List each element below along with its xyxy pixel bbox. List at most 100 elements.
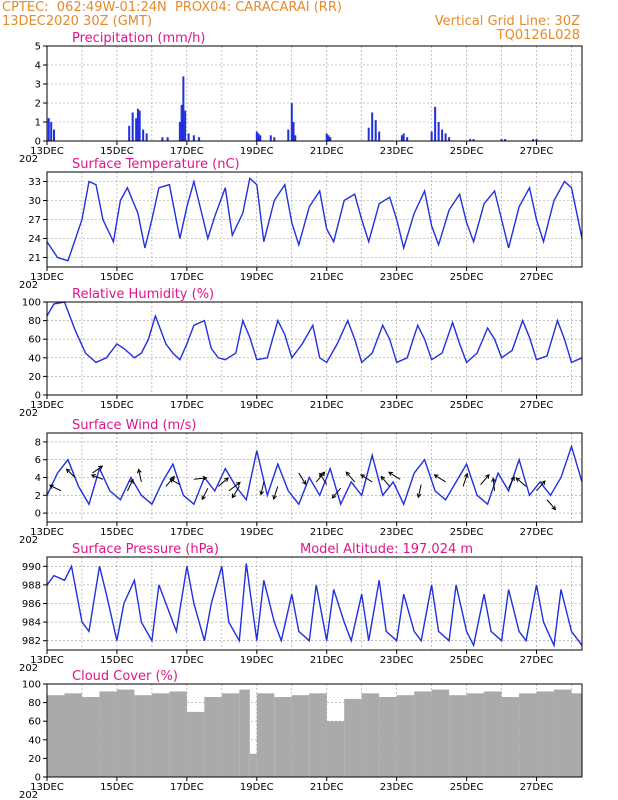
cloud-bar — [501, 697, 520, 777]
wind-arrow-head — [201, 495, 206, 501]
header-line3-right: TQ0126L028 — [496, 28, 580, 43]
header-line2-left: 13DEC2020 30Z (GMT) — [2, 14, 153, 29]
cloud-bar — [81, 697, 100, 777]
y-tick-label: 4 — [35, 61, 41, 72]
wind-arrow-head — [551, 505, 557, 511]
precip-bar — [329, 137, 332, 141]
wind-arrow — [193, 477, 207, 480]
wind-arrow-head — [319, 472, 324, 478]
x-tick-label: 25DEC — [450, 146, 484, 157]
precip-bar — [145, 133, 148, 141]
cloud-bar — [536, 691, 555, 777]
wind-arrow-head — [464, 472, 469, 478]
x-tick-label: 25DEC — [450, 400, 484, 411]
wind-arrow — [434, 474, 446, 483]
wind-arrow — [228, 482, 241, 492]
x-tick-label: 19DEC — [240, 782, 274, 793]
x-tick-label: 17DEC — [170, 400, 204, 411]
wind-arrow-head — [202, 475, 208, 481]
panel-1: 0 1 2 3 4 5 13DEC 15DEC 17DEC 19DEC 21DEC 23DEC 25DE… — [19, 31, 583, 165]
wind-arrow — [515, 477, 527, 487]
x-tick-label: 17DEC — [170, 782, 204, 793]
x-tick-label: 23DEC — [380, 400, 414, 411]
cloud-bar — [484, 691, 502, 777]
cloud-bar — [291, 695, 310, 777]
year-label: 202 — [19, 154, 38, 165]
panel-title: Cloud Cover (%) — [72, 669, 178, 684]
year-label: 202 — [19, 663, 38, 674]
wind-arrow-head — [137, 468, 142, 474]
cloud-bar — [361, 693, 380, 777]
wind-arrow — [331, 487, 342, 499]
x-tick-label: 17DEC — [170, 655, 204, 666]
precip-bar — [52, 129, 55, 141]
y-tick-label: 2 — [35, 99, 41, 110]
series-line — [46, 176, 583, 262]
wind-arrow — [388, 471, 401, 480]
panel-frame — [46, 683, 583, 778]
x-tick-label: 25DEC — [450, 272, 484, 283]
precip-bar — [136, 108, 139, 141]
x-tick-label: 23DEC — [380, 782, 414, 793]
cloud-bar — [249, 753, 257, 777]
cloud-bar — [99, 691, 117, 777]
precip-bar — [131, 112, 134, 141]
y-tick-label: 0 — [35, 773, 41, 784]
x-tick-label: 21DEC — [310, 272, 344, 283]
x-tick-label: 15DEC — [100, 655, 134, 666]
wind-arrow — [169, 478, 181, 486]
x-tick-label: 15DEC — [100, 272, 134, 283]
cloud-bar — [431, 689, 450, 777]
cloud-bar — [396, 695, 415, 777]
wind-arrow — [260, 481, 265, 495]
wind-arrow-head — [320, 471, 326, 477]
y-tick-label: 5 — [35, 42, 41, 53]
y-tick-label: 3 — [35, 80, 41, 91]
precip-bar — [142, 129, 145, 141]
wind-arrow-head — [235, 481, 241, 487]
wind-arrow-head — [65, 468, 71, 474]
wind-arrow-head — [224, 477, 229, 482]
panel-2: 21 24 27 30 33 13DEC 15DEC 17DEC 19DEC 21DEC 23DEC… — [19, 157, 583, 291]
wind-arrow — [360, 474, 373, 483]
precip-bar — [406, 137, 409, 141]
precip-bar — [166, 137, 169, 141]
cloud-bar — [47, 695, 65, 777]
year-label: 202 — [19, 408, 38, 419]
y-tick-label: 6 — [35, 455, 41, 466]
x-tick-label: 15DEC — [100, 527, 134, 538]
precip-bar — [178, 122, 181, 141]
precip-bar — [469, 139, 472, 141]
y-tick-label: 0 — [35, 509, 41, 520]
x-tick-label: 27DEC — [520, 400, 554, 411]
header-line1-left: CPTEC: 062:49W-01:24N PROX04: CARACARAI … — [2, 0, 342, 15]
wind-arrow — [462, 473, 468, 487]
wind-arrow — [273, 486, 279, 500]
y-tick-label: 4 — [35, 473, 41, 484]
y-tick-label: 100 — [22, 680, 41, 691]
y-tick-label: 1 — [35, 118, 41, 129]
cloud-bar — [466, 693, 485, 777]
precip-bar — [472, 139, 475, 141]
x-tick-label: 17DEC — [170, 146, 204, 157]
panel-frame — [46, 556, 583, 651]
precip-bar — [434, 106, 437, 141]
x-tick-label: 15DEC — [100, 146, 134, 157]
precip-bar — [184, 110, 187, 141]
cloud-bar — [519, 693, 537, 777]
wind-arrow — [165, 476, 175, 487]
wind-arrow — [49, 484, 62, 492]
y-tick-label: 990 — [22, 562, 41, 573]
x-tick-label: 19DEC — [240, 655, 274, 666]
wind-arrow — [492, 478, 496, 491]
wind-arrow — [66, 468, 76, 478]
precip-bar — [269, 135, 272, 141]
x-tick-label: 15DEC — [100, 782, 134, 793]
year-label: 202 — [19, 790, 38, 800]
wind-arrow-head — [90, 474, 96, 479]
wind-arrow-head — [231, 493, 237, 499]
precip-bar — [504, 139, 507, 141]
x-tick-label: 17DEC — [170, 272, 204, 283]
cloud-bar — [326, 721, 345, 777]
